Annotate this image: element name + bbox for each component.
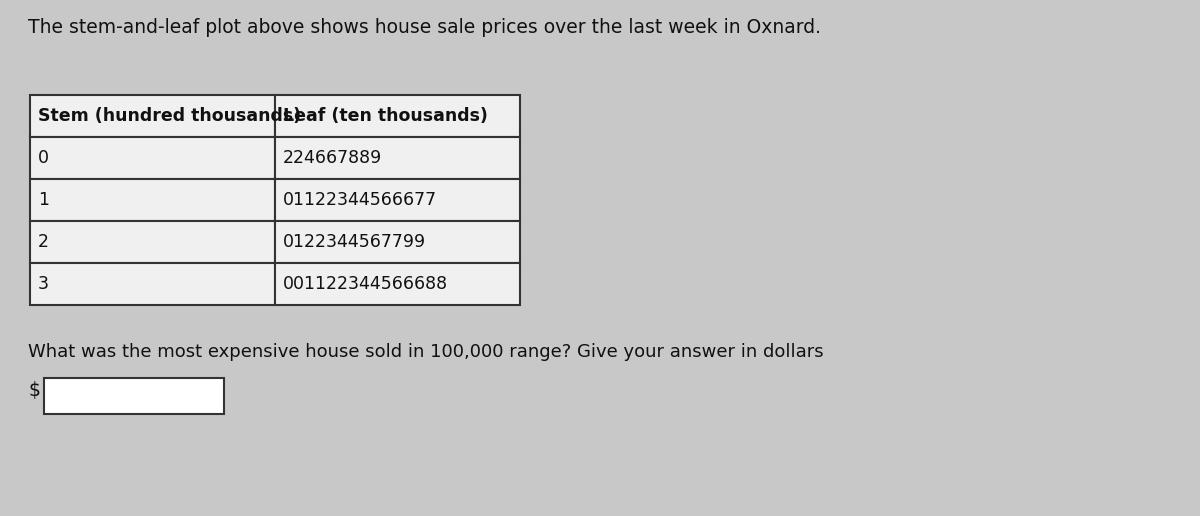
Text: 01122344566677: 01122344566677 — [283, 191, 437, 209]
Text: 3: 3 — [38, 275, 49, 293]
Text: 224667889: 224667889 — [283, 149, 383, 167]
Text: Stem (hundred thousands): Stem (hundred thousands) — [38, 107, 301, 125]
Text: 0: 0 — [38, 149, 49, 167]
Bar — [30, 137, 275, 179]
Bar — [275, 137, 520, 179]
Text: What was the most expensive house sold in 100,000 range? Give your answer in dol: What was the most expensive house sold i… — [28, 343, 823, 361]
Bar — [275, 263, 520, 305]
Bar — [275, 221, 520, 263]
Text: $: $ — [28, 381, 40, 400]
Text: 2: 2 — [38, 233, 49, 251]
Text: Leaf (ten thousands): Leaf (ten thousands) — [283, 107, 488, 125]
Bar — [30, 179, 275, 221]
Bar — [30, 263, 275, 305]
Text: The stem-and-leaf plot above shows house sale prices over the last week in Oxnar: The stem-and-leaf plot above shows house… — [28, 18, 821, 37]
Text: 001122344566688: 001122344566688 — [283, 275, 448, 293]
Bar — [275, 95, 520, 137]
Bar — [30, 95, 275, 137]
Bar — [44, 378, 224, 414]
Bar — [30, 221, 275, 263]
Bar — [275, 179, 520, 221]
Text: 0122344567799: 0122344567799 — [283, 233, 426, 251]
Text: 1: 1 — [38, 191, 49, 209]
